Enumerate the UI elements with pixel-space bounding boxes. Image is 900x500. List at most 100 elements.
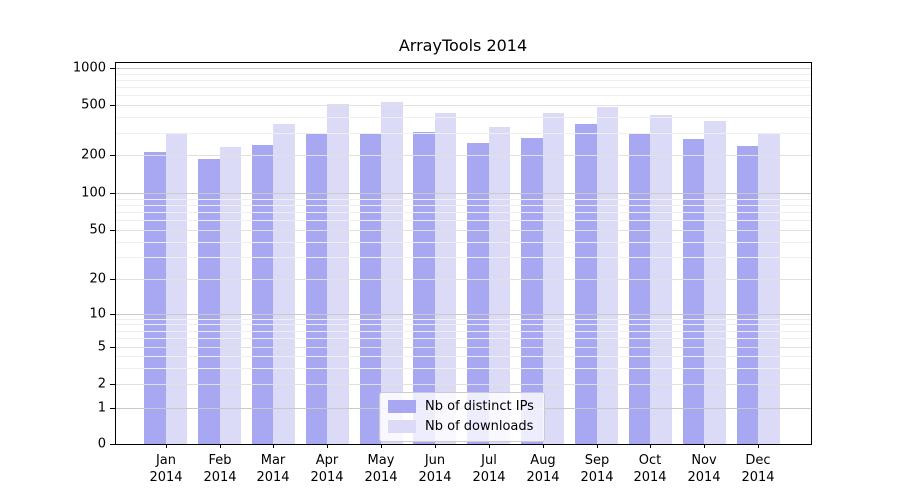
gridline-30 xyxy=(116,257,811,258)
y-axis-tick-50 xyxy=(110,230,115,231)
bar-downloads-may xyxy=(381,102,403,444)
y-axis-tick-2 xyxy=(110,384,115,385)
bar-downloads-apr xyxy=(327,104,349,444)
x-axis-tick-oct xyxy=(650,444,651,448)
y-axis-tick-1000 xyxy=(110,68,115,69)
x-axis-label-dec: Dec 2014 xyxy=(741,453,775,485)
legend-label-distinct-ips: Nb of distinct IPs xyxy=(425,399,534,414)
y-axis-tick-20 xyxy=(110,279,115,280)
x-axis-tick-apr xyxy=(327,444,328,448)
x-axis-label-feb: Feb 2014 xyxy=(203,453,237,485)
bar-distinct-ips-jun xyxy=(413,132,435,444)
x-axis-tick-mar xyxy=(273,444,274,448)
y-axis-tick-100 xyxy=(110,193,115,194)
x-axis-label-jul: Jul 2014 xyxy=(472,453,506,485)
gridline-60 xyxy=(116,220,811,221)
x-axis-tick-jul xyxy=(489,444,490,448)
gridline-2 xyxy=(116,384,811,385)
gridline-8 xyxy=(116,324,811,325)
bar-distinct-ips-apr xyxy=(305,134,328,444)
y-axis-label-5: 5 xyxy=(97,339,106,355)
gridline-10 xyxy=(116,314,811,315)
bar-downloads-feb xyxy=(219,147,242,444)
legend-swatch-downloads xyxy=(388,420,416,433)
legend-item-distinct-ips: Nb of distinct IPs xyxy=(388,399,534,414)
bar-distinct-ips-aug xyxy=(521,138,543,444)
bar-downloads-jun xyxy=(434,113,457,444)
gridline-6 xyxy=(116,338,811,339)
gridline-600 xyxy=(116,95,811,96)
gridline-500 xyxy=(116,105,811,106)
gridline-80 xyxy=(116,205,811,206)
y-axis-tick-0 xyxy=(110,444,115,445)
bar-distinct-ips-sep xyxy=(575,124,597,444)
gridline-3 xyxy=(116,368,811,369)
x-axis-tick-aug xyxy=(543,444,544,448)
y-axis-label-10: 10 xyxy=(89,306,106,322)
gridline-1000 xyxy=(116,68,811,69)
bar-downloads-dec xyxy=(758,133,780,444)
gridline-100 xyxy=(116,193,811,194)
legend: Nb of distinct IPs Nb of downloads xyxy=(379,392,545,442)
x-axis-label-oct: Oct 2014 xyxy=(633,453,667,485)
gridline-700 xyxy=(116,87,811,88)
gridline-200 xyxy=(116,155,811,156)
x-axis-label-may: May 2014 xyxy=(364,453,398,485)
y-axis-label-500: 500 xyxy=(81,97,106,113)
gridline-9 xyxy=(116,319,811,320)
bar-distinct-ips-dec xyxy=(736,146,759,444)
legend-label-downloads: Nb of downloads xyxy=(425,419,534,434)
legend-item-downloads: Nb of downloads xyxy=(388,419,534,434)
plot-area: Nb of distinct IPs Nb of downloads xyxy=(115,62,812,445)
y-axis-label-2: 2 xyxy=(97,376,106,392)
y-axis-tick-5 xyxy=(110,347,115,348)
x-axis-tick-jan xyxy=(166,444,167,448)
bar-distinct-ips-nov xyxy=(682,139,705,444)
x-axis-label-apr: Apr 2014 xyxy=(310,453,344,485)
y-axis-label-100: 100 xyxy=(81,185,106,201)
y-axis-label-0: 0 xyxy=(97,436,106,452)
gridline-800 xyxy=(116,80,811,81)
x-axis-tick-jun xyxy=(435,444,436,448)
x-axis-tick-dec xyxy=(758,444,759,448)
x-axis-tick-nov xyxy=(704,444,705,448)
x-axis-label-jan: Jan 2014 xyxy=(149,453,183,485)
gridline-4 xyxy=(116,356,811,357)
legend-swatch-distinct-ips xyxy=(388,400,416,413)
gridline-900 xyxy=(116,74,811,75)
gridline-300 xyxy=(116,133,811,134)
gridline-400 xyxy=(116,117,811,118)
y-axis-tick-10 xyxy=(110,314,115,315)
x-axis-tick-may xyxy=(381,444,382,448)
y-axis-label-20: 20 xyxy=(89,271,106,287)
bar-distinct-ips-jan xyxy=(144,152,166,444)
bar-downloads-sep xyxy=(596,107,618,444)
gridline-50 xyxy=(116,230,811,231)
x-axis-label-aug: Aug 2014 xyxy=(526,453,560,485)
x-axis-label-nov: Nov 2014 xyxy=(687,453,721,485)
gridline-5 xyxy=(116,347,811,348)
x-axis-tick-sep xyxy=(597,444,598,448)
x-axis-label-mar: Mar 2014 xyxy=(256,453,290,485)
x-axis-label-jun: Jun 2014 xyxy=(418,453,452,485)
bar-distinct-ips-mar xyxy=(251,145,274,444)
gridline-70 xyxy=(116,212,811,213)
y-axis-tick-1 xyxy=(110,408,115,409)
y-axis-tick-500 xyxy=(110,105,115,106)
y-axis-tick-200 xyxy=(110,155,115,156)
bar-downloads-mar xyxy=(273,124,295,444)
bar-downloads-jan xyxy=(165,133,188,444)
y-axis-label-1000: 1000 xyxy=(72,60,106,76)
chart-title: ArrayTools 2014 xyxy=(398,36,528,55)
y-axis-label-200: 200 xyxy=(81,147,106,163)
bar-distinct-ips-may xyxy=(359,134,382,444)
bar-downloads-jul xyxy=(488,127,511,444)
bar-downloads-nov xyxy=(704,121,726,444)
y-axis-label-50: 50 xyxy=(89,222,106,238)
bar-distinct-ips-feb xyxy=(198,159,220,444)
y-axis-label-1: 1 xyxy=(97,400,106,416)
x-axis-label-sep: Sep 2014 xyxy=(580,453,614,485)
gridline-7 xyxy=(116,331,811,332)
bar-downloads-aug xyxy=(542,113,565,444)
